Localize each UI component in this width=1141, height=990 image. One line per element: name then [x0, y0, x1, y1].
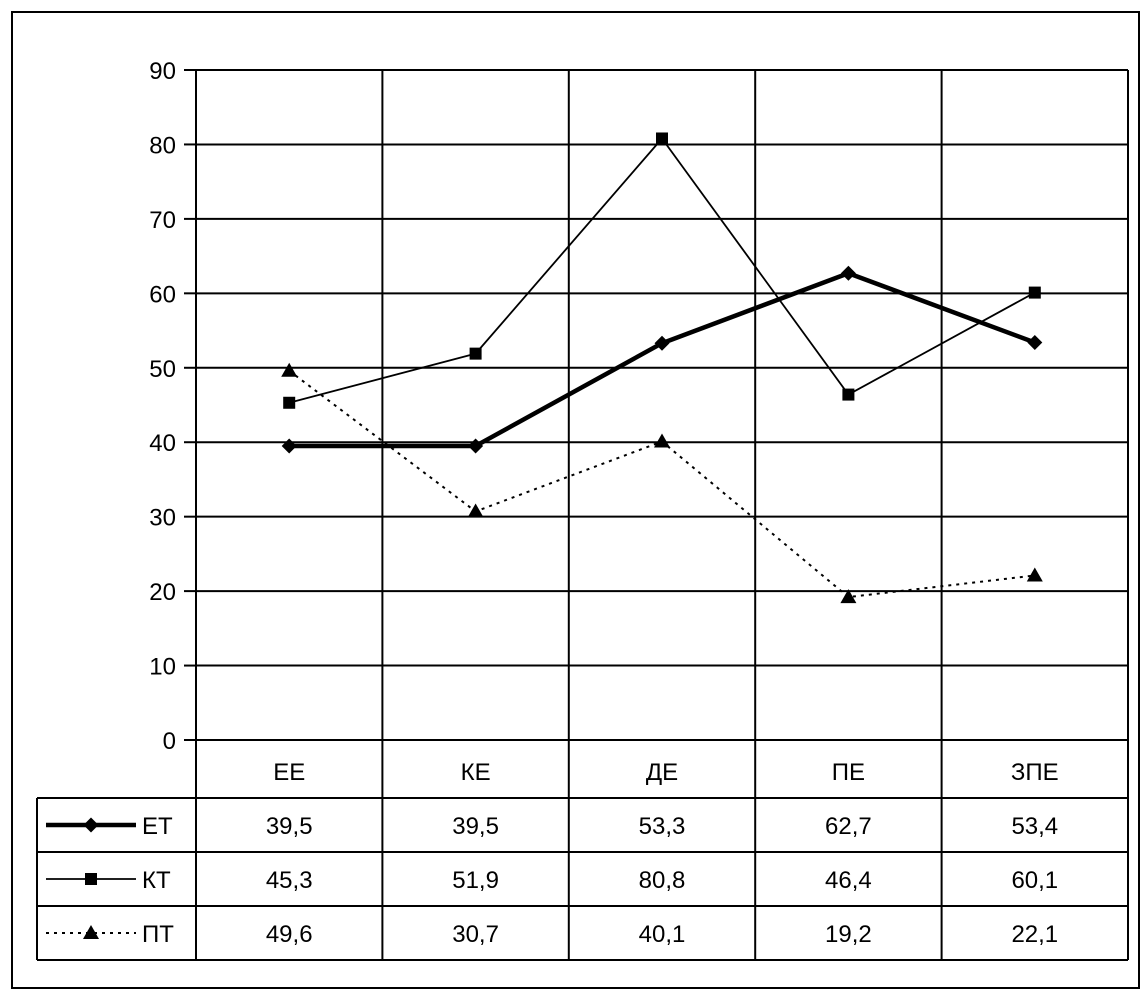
data-point — [840, 265, 856, 281]
data-point — [654, 335, 670, 351]
table-cell-value: 19,2 — [825, 921, 872, 948]
data-point — [842, 388, 855, 401]
series — [281, 132, 1043, 604]
table-cell-value: 53,4 — [1011, 813, 1058, 840]
table-cell-value: 53,3 — [639, 813, 686, 840]
series-3 — [281, 362, 1043, 604]
data-point — [654, 433, 670, 448]
y-tick-label: 30 — [149, 505, 176, 532]
table-cell-value: 80,8 — [639, 867, 686, 894]
data-point — [1028, 286, 1041, 299]
table-cell-value: 39,5 — [452, 813, 499, 840]
data-point — [468, 438, 484, 454]
data-point — [1026, 567, 1043, 582]
legend-marker — [85, 873, 97, 885]
table-cell-value: 49,6 — [266, 921, 313, 948]
y-tick-label: 70 — [149, 207, 176, 234]
table-cell-value: 62,7 — [825, 813, 872, 840]
y-tick-label: 90 — [149, 58, 176, 85]
table-cell-value: 45,3 — [266, 867, 313, 894]
legend-label: КТ — [142, 867, 171, 894]
legend-label: ПТ — [142, 921, 174, 948]
x-tick-label: КЕ — [461, 759, 491, 786]
chart-border — [11, 11, 1140, 989]
legend-label: ЕТ — [142, 813, 173, 840]
y-tick-label: 80 — [149, 132, 176, 159]
y-tick-label: 0 — [163, 728, 176, 755]
x-tick-label: ДЕ — [646, 759, 678, 786]
y-tick-label: 60 — [149, 281, 176, 308]
series-2 — [283, 132, 1041, 409]
grid — [195, 69, 1129, 960]
y-tick-label: 40 — [149, 430, 176, 457]
table-cell-value: 30,7 — [452, 921, 499, 948]
table-cell-value: 46,4 — [825, 867, 872, 894]
data-table: ЕТ 39,5 39,5 53,3 62,7 53,4 КТ 45,3 51,9 80,8 46,4… — [36, 797, 1128, 961]
y-tick-label: 50 — [149, 356, 176, 383]
series-1 — [281, 265, 1043, 454]
table-cell-value: 39,5 — [266, 813, 313, 840]
legend-marker — [83, 925, 99, 939]
data-point — [281, 438, 297, 454]
data-point — [656, 132, 668, 145]
data-point — [283, 396, 296, 409]
table-cell-value: 60,1 — [1011, 867, 1058, 894]
y-tick-label: 10 — [149, 654, 176, 681]
legend-marker — [83, 817, 99, 833]
data-point — [1027, 334, 1043, 350]
x-tick-label: ЗПЕ — [1011, 759, 1059, 786]
data-point — [467, 503, 484, 518]
x-tick-label: ЕЕ — [273, 759, 305, 786]
table-cell-value: 51,9 — [452, 867, 499, 894]
data-point — [840, 589, 857, 604]
table-cell-value: 22,1 — [1011, 921, 1058, 948]
data-point — [469, 347, 482, 360]
y-tick-label: 20 — [149, 579, 176, 606]
axes: 0 10 20 30 40 50 60 70 80 90 ЕЕ КЕ ДЕ ПЕ ЗПЕ — [149, 58, 1128, 786]
x-tick-label: ПЕ — [832, 759, 865, 786]
data-point — [281, 362, 298, 377]
table-cell-value: 40,1 — [639, 921, 686, 948]
